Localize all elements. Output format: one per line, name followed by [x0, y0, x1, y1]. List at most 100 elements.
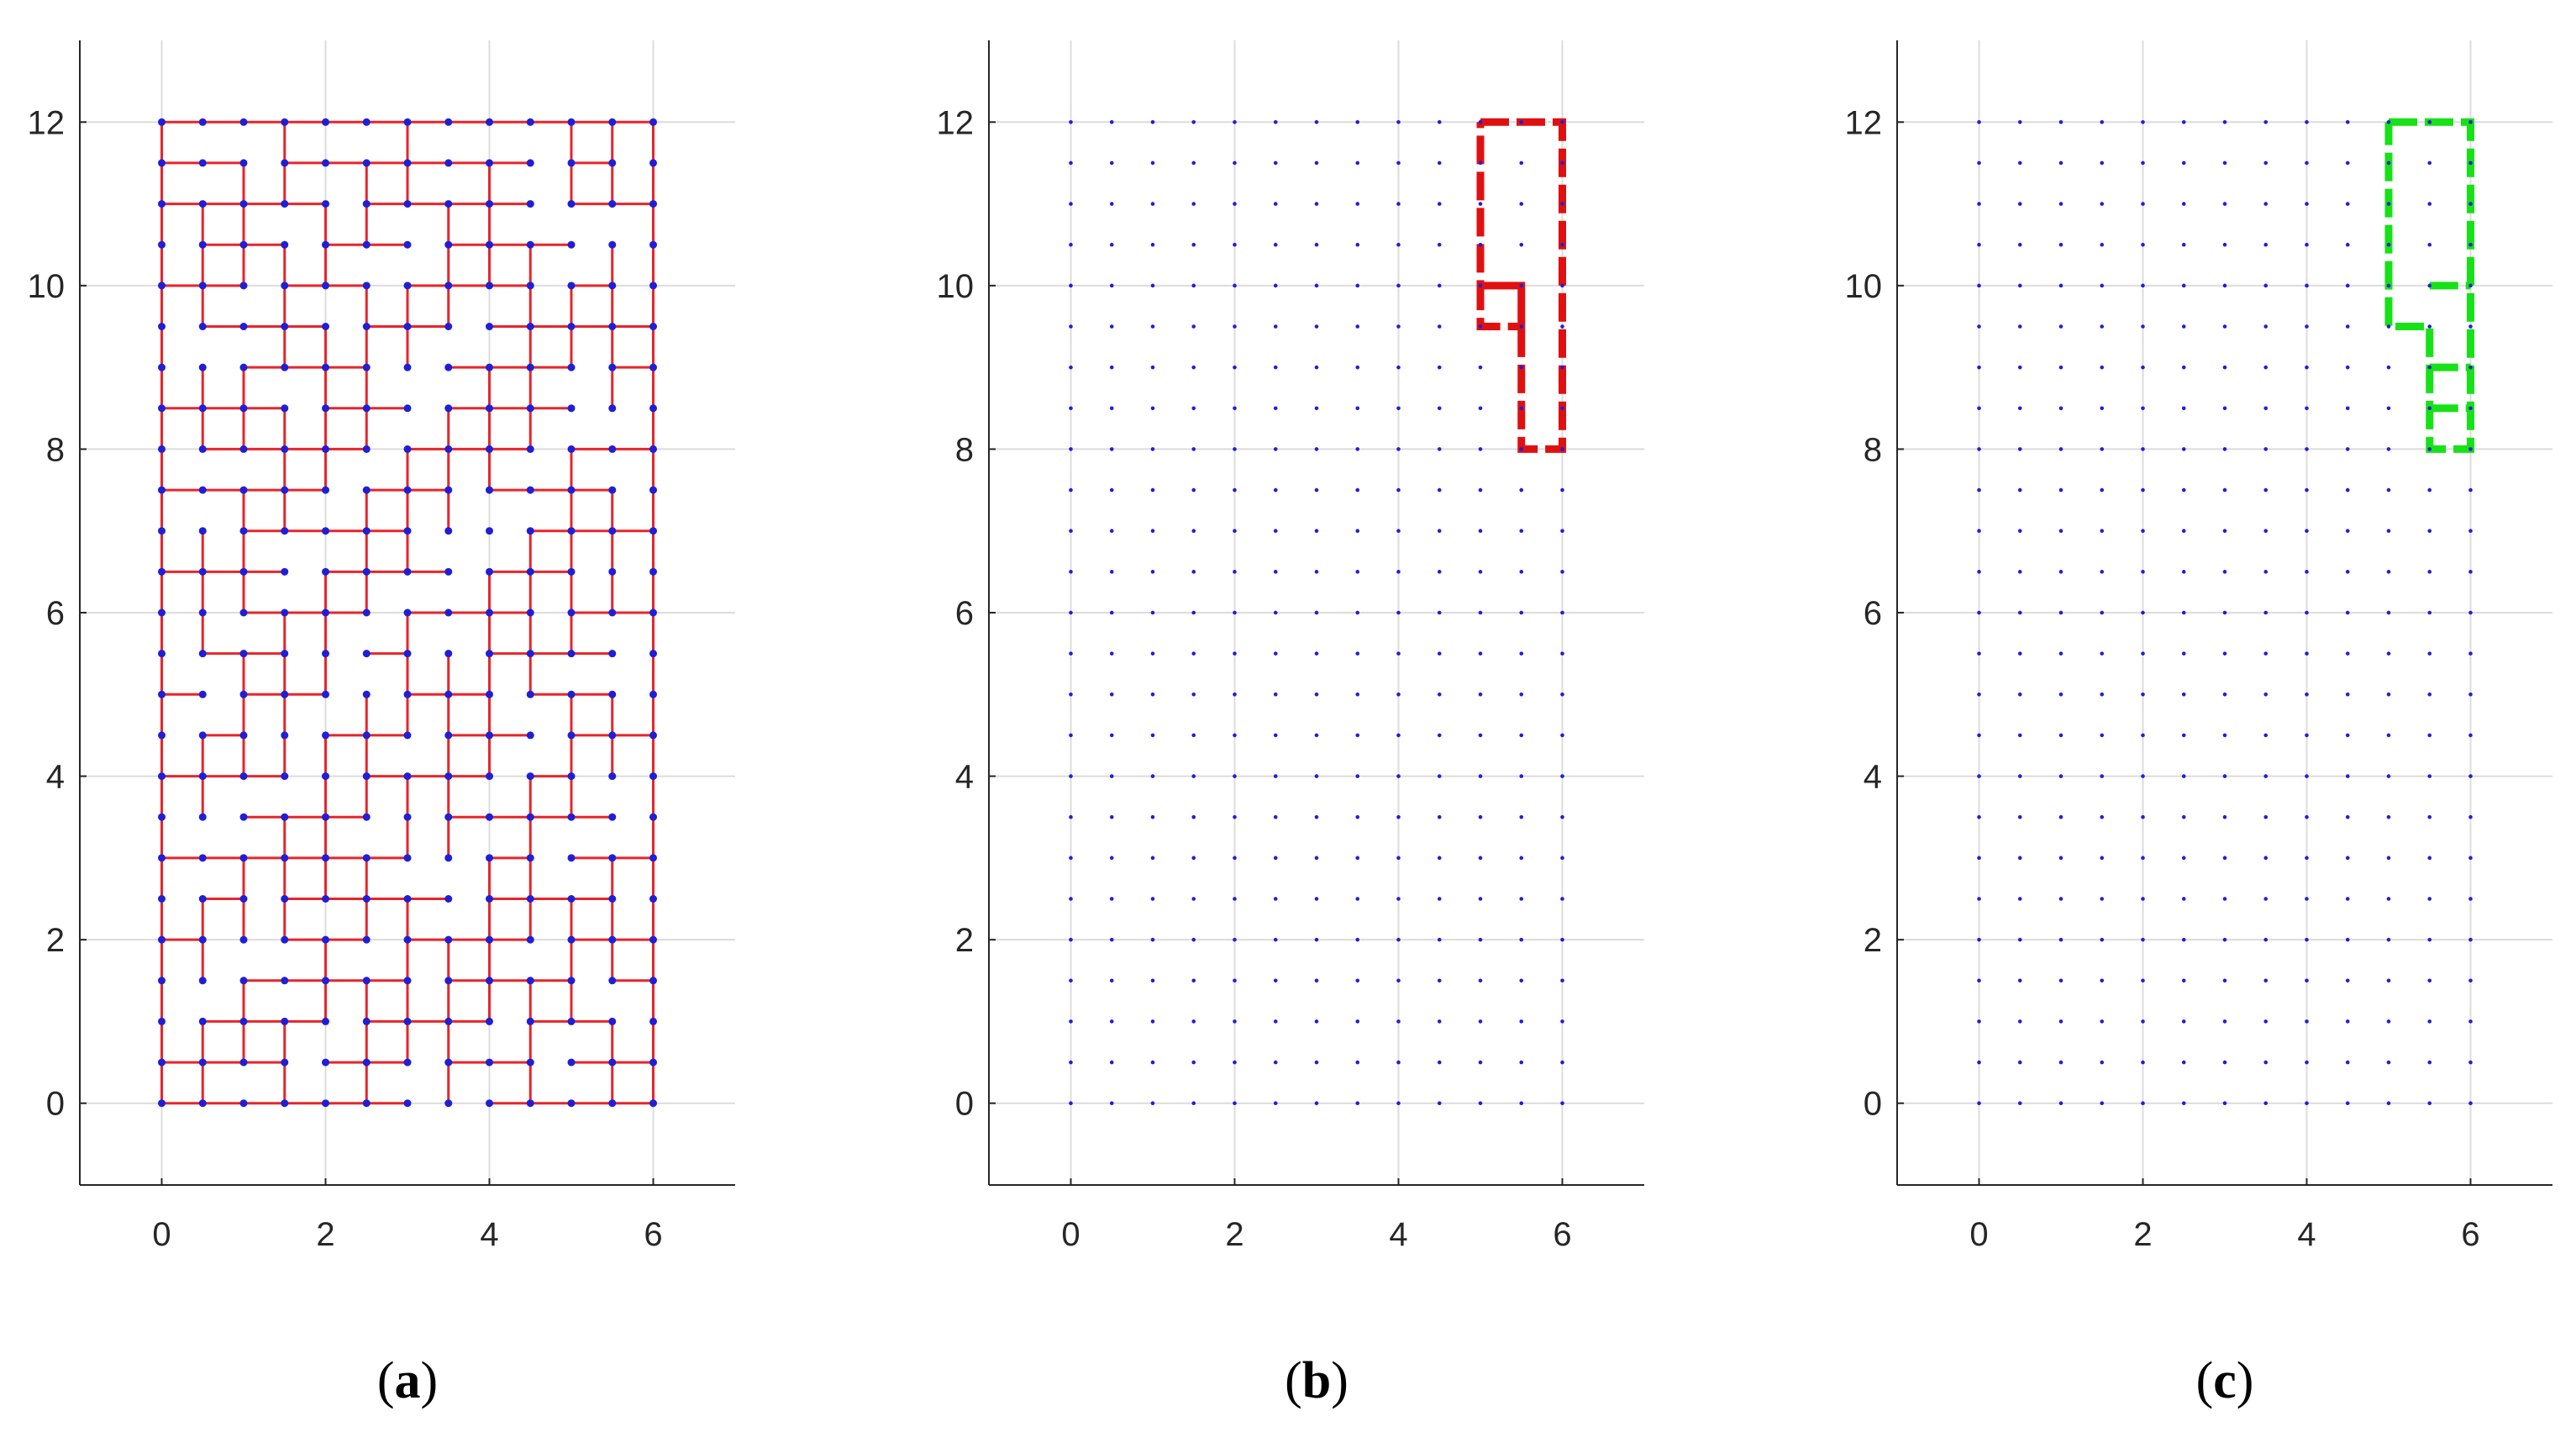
- lattice-node: [2263, 242, 2268, 247]
- lattice-node: [2345, 1101, 2350, 1106]
- lattice-node: [2468, 1019, 2473, 1024]
- lattice-node: [1977, 814, 1981, 819]
- lattice-node: [1437, 242, 1442, 247]
- lattice-node: [362, 527, 371, 535]
- lattice-node: [2305, 570, 2309, 574]
- lattice-node: [649, 363, 657, 371]
- lattice-node: [1109, 283, 1114, 288]
- lattice-node: [567, 1017, 576, 1025]
- lattice-node: [486, 650, 493, 658]
- lattice-node: [2100, 1019, 2105, 1024]
- lattice-node: [281, 240, 289, 249]
- lattice-node: [2017, 529, 2022, 534]
- lattice-node: [444, 159, 453, 167]
- lattice-node: [1069, 692, 1073, 697]
- lattice-node: [2017, 242, 2022, 247]
- lattice-node: [1314, 324, 1319, 329]
- lattice-node: [2058, 447, 2063, 451]
- lattice-node: [1396, 733, 1401, 738]
- lattice-node: [2058, 242, 2063, 247]
- lattice-node: [1478, 651, 1483, 656]
- lattice-node: [1478, 814, 1483, 819]
- lattice-node: [158, 690, 166, 698]
- lattice-node: [1150, 447, 1155, 451]
- lattice-node: [281, 935, 289, 944]
- x-tick-label: 2: [2133, 1216, 2152, 1253]
- x-tick-label: 4: [2297, 1216, 2316, 1253]
- lattice-node: [1191, 1101, 1196, 1106]
- lattice-node: [1478, 978, 1483, 983]
- lattice-node: [1478, 487, 1483, 492]
- lattice-node: [1191, 937, 1196, 942]
- lattice-node: [1069, 161, 1073, 166]
- lattice-node: [2141, 814, 2145, 819]
- lattice-node: [2058, 487, 2063, 492]
- lattice-node: [239, 200, 248, 208]
- lattice-node: [1355, 651, 1360, 656]
- lattice-node: [1977, 365, 1981, 370]
- lattice-node: [2017, 324, 2022, 329]
- lattice-node: [1396, 774, 1401, 778]
- lattice-node: [1233, 242, 1237, 247]
- lattice-node: [2100, 406, 2105, 411]
- lattice-node: [2427, 856, 2432, 861]
- lattice-node: [2141, 774, 2145, 778]
- lattice-node: [198, 118, 207, 126]
- lattice-node: [1437, 406, 1442, 411]
- lattice-node: [1977, 324, 1981, 329]
- x-tick-label: 0: [1061, 1216, 1080, 1253]
- lattice-node: [2222, 978, 2227, 983]
- lattice-node: [2263, 692, 2268, 697]
- lattice-node: [2058, 283, 2063, 288]
- lattice-nodes: [1977, 119, 2473, 1106]
- lattice-node: [444, 813, 453, 821]
- lattice-node: [2222, 202, 2227, 206]
- lattice-node: [239, 486, 248, 494]
- lattice-node: [1355, 610, 1360, 615]
- lattice-node: [2305, 202, 2309, 206]
- lattice-node: [2305, 937, 2309, 942]
- lattice-node: [1314, 1019, 1319, 1024]
- lattice-node: [1977, 897, 1981, 901]
- lattice-node: [2386, 774, 2391, 778]
- lattice-node: [1355, 1019, 1360, 1024]
- lattice-node: [362, 282, 371, 290]
- lattice-node: [1191, 692, 1196, 697]
- lattice-node: [2345, 529, 2350, 534]
- lattice-node: [2263, 774, 2268, 778]
- lattice-node: [281, 1058, 289, 1066]
- lattice-node: [1560, 774, 1564, 778]
- lattice-node: [2017, 937, 2022, 942]
- lattice-node: [2058, 856, 2063, 861]
- lattice-node: [322, 363, 329, 371]
- lattice-node: [2468, 692, 2473, 697]
- lattice-node: [1519, 610, 1524, 615]
- lattice-node: [403, 690, 412, 698]
- lattice-node: [2017, 610, 2022, 615]
- lattice-node: [1233, 487, 1237, 492]
- y-tick-label: 6: [1864, 595, 1882, 632]
- lattice-node: [198, 486, 207, 494]
- lattice-node: [486, 282, 493, 290]
- lattice-node: [1977, 202, 1981, 206]
- lattice-node: [1109, 487, 1114, 492]
- y-tick-label: 10: [28, 268, 66, 305]
- lattice-node: [486, 690, 493, 698]
- lattice-node: [1150, 324, 1155, 329]
- lattice-node: [281, 608, 289, 617]
- lattice-node: [2017, 1101, 2022, 1106]
- lattice-node: [649, 323, 657, 330]
- lattice-node: [1355, 856, 1360, 861]
- lattice-node: [2305, 610, 2309, 615]
- lattice-node: [2181, 733, 2186, 738]
- lattice-node: [2427, 774, 2432, 778]
- lattice-node: [198, 1017, 207, 1025]
- lattice-node: [2017, 897, 2022, 901]
- lattice-node: [403, 159, 412, 167]
- lattice-node: [567, 1099, 576, 1108]
- lattice-node: [608, 1017, 617, 1025]
- lattice-node: [1233, 937, 1237, 942]
- y-tick-label: 10: [937, 268, 975, 305]
- lattice-node: [2345, 406, 2350, 411]
